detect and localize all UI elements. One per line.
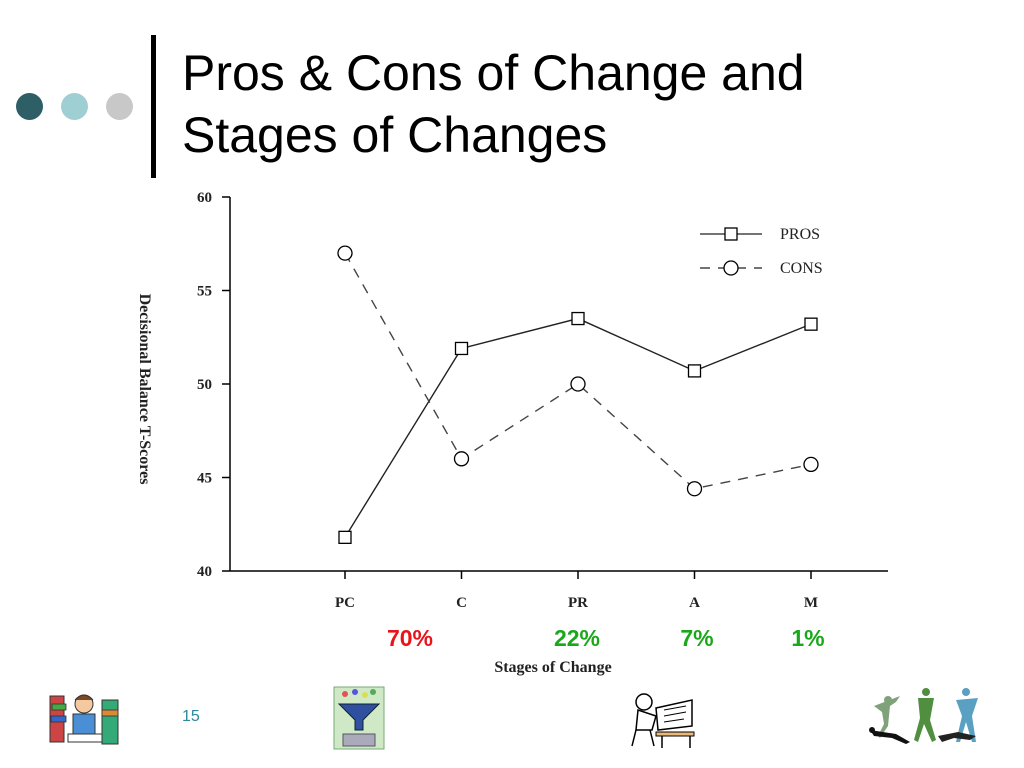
series-line-pros [344, 317, 812, 538]
y-tick-label: 45 [197, 471, 212, 487]
data-point-pros-m [804, 317, 818, 331]
data-point-cons-pr [570, 376, 586, 392]
legend-marker-cons [723, 260, 739, 276]
student-books-clipart-icon [49, 694, 119, 745]
data-point-pros-pr [571, 311, 585, 326]
dot-gray [106, 93, 133, 120]
person-at-desk-clipart-icon [631, 693, 695, 748]
dot-teal [61, 93, 88, 120]
annotation-percent-pr: 22% [554, 625, 600, 651]
annotation-percent-m: 1% [791, 625, 824, 651]
slide-title-line-1: Pros & Cons of Change and [182, 45, 805, 101]
data-point-pros-pc [338, 530, 352, 544]
y-axis-title: Decisional Balance T-Scores [136, 294, 153, 485]
data-point-pros-c [454, 341, 469, 356]
annotation-percent-a: 7% [680, 625, 713, 651]
title-divider [151, 35, 156, 178]
x-tick-label: PR [568, 595, 588, 611]
x-tick-label: C [456, 595, 467, 611]
slide-title-line-2: Stages of Changes [182, 107, 608, 163]
page-number: 15 [182, 708, 200, 725]
dot-dark [16, 93, 43, 120]
x-axis-title: Stages of Change [494, 659, 611, 676]
slide-title: Pros & Cons of Change and Stages of Chan… [182, 42, 1002, 166]
decorative-dots [16, 93, 134, 121]
x-tick-label: PC [335, 595, 355, 611]
data-point-cons-m [803, 456, 819, 473]
x-tick-label: M [804, 595, 818, 611]
legend-label-cons: CONS [780, 260, 823, 277]
y-tick-label: 40 [197, 564, 212, 580]
funnel-clipart-icon [333, 686, 385, 750]
series-line-cons [344, 252, 812, 490]
dancers-silhouette-clipart-icon [869, 688, 978, 744]
data-point-pros-a [687, 364, 702, 378]
y-tick-label: 60 [197, 190, 212, 206]
legend-label-pros: PROS [780, 226, 820, 243]
legend-marker-pros [724, 227, 738, 241]
y-tick-label: 50 [197, 377, 212, 393]
annotation-percent-pc: 70% [387, 625, 433, 651]
data-point-cons-pc [337, 245, 353, 261]
x-tick-label: A [689, 595, 700, 611]
data-point-cons-a [686, 481, 703, 497]
data-point-cons-c [453, 451, 470, 467]
y-tick-label: 55 [197, 284, 212, 300]
